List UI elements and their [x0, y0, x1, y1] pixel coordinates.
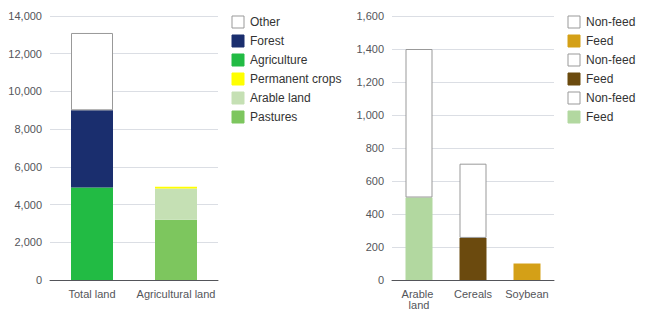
svg-text:200: 200 — [366, 241, 384, 253]
svg-text:800: 800 — [366, 142, 384, 154]
svg-text:Feed: Feed — [586, 34, 613, 48]
svg-text:Feed: Feed — [586, 72, 613, 86]
svg-text:14,000: 14,000 — [8, 10, 42, 22]
svg-text:12,000: 12,000 — [8, 48, 42, 60]
svg-text:0: 0 — [378, 274, 384, 286]
svg-text:Soybean: Soybean — [505, 288, 548, 300]
svg-text:0: 0 — [36, 274, 42, 286]
svg-text:land: land — [409, 299, 430, 311]
svg-text:Cereals: Cereals — [454, 288, 492, 300]
svg-text:Agriculture: Agriculture — [250, 53, 308, 67]
svg-text:Total land: Total land — [68, 288, 115, 300]
svg-text:Other: Other — [250, 15, 280, 29]
svg-text:Non-feed: Non-feed — [586, 15, 635, 29]
svg-text:Permanent crops: Permanent crops — [250, 72, 341, 86]
svg-text:10,000: 10,000 — [8, 85, 42, 97]
svg-text:1,000: 1,000 — [356, 109, 384, 121]
svg-text:1,400: 1,400 — [356, 43, 384, 55]
svg-text:Pastures: Pastures — [250, 110, 297, 124]
svg-text:4,000: 4,000 — [14, 199, 42, 211]
svg-text:400: 400 — [366, 208, 384, 220]
svg-text:2,000: 2,000 — [14, 236, 42, 248]
svg-text:Non-feed: Non-feed — [586, 91, 635, 105]
svg-text:Agricultural land: Agricultural land — [137, 288, 216, 300]
svg-text:Forest: Forest — [250, 34, 285, 48]
svg-text:Feed: Feed — [586, 110, 613, 124]
svg-text:Arable land: Arable land — [250, 91, 311, 105]
svg-text:1,600: 1,600 — [356, 10, 384, 22]
svg-text:Arable: Arable — [401, 287, 437, 300]
svg-text:600: 600 — [366, 175, 384, 187]
svg-text:Non-feed: Non-feed — [586, 53, 635, 67]
svg-text:8,000: 8,000 — [14, 123, 42, 135]
svg-text:1,200: 1,200 — [356, 76, 384, 88]
svg-text:6,000: 6,000 — [14, 161, 42, 173]
